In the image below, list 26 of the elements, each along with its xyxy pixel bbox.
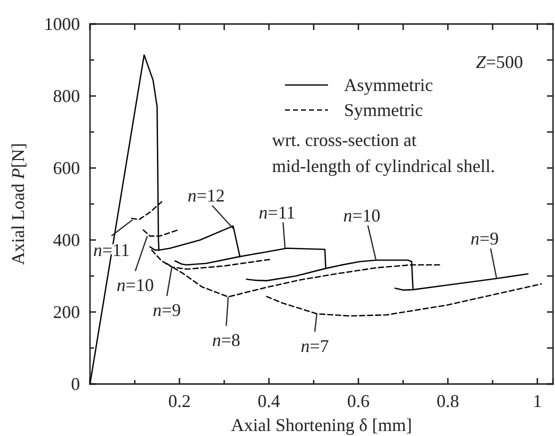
- y-axis-title: Axial Load P[N]: [8, 143, 28, 265]
- annotation: n=11: [258, 202, 296, 222]
- annotation: n=10: [116, 275, 154, 296]
- x-axis-title: Axial Shortening δ [mm]: [231, 415, 412, 435]
- legend-label: Symmetric: [344, 100, 423, 120]
- annotation: Z=500: [476, 52, 523, 72]
- annotation: n=9: [470, 228, 499, 249]
- y-tick-label: 600: [53, 158, 80, 178]
- annotation: n=10: [343, 205, 380, 226]
- x-tick-label: 1: [532, 390, 542, 411]
- y-tick-label: 800: [53, 86, 80, 106]
- x-tick-label: 0.4: [258, 390, 280, 411]
- annotation: n=12: [188, 185, 225, 206]
- x-tick-label: 0.2: [168, 390, 191, 411]
- annotation: n=8: [212, 330, 240, 350]
- y-tick-label: 200: [53, 302, 80, 322]
- x-tick-label: 0.6: [347, 390, 370, 411]
- x-tick-label: 0.8: [436, 390, 460, 411]
- legend-label: Asymmetric: [344, 75, 433, 95]
- y-tick-label: 0: [71, 374, 80, 394]
- y-tick-label: 1000: [44, 14, 80, 34]
- y-tick-label: 400: [53, 230, 80, 250]
- annotation: n=9: [152, 300, 181, 320]
- annotation: wrt. cross-section at: [272, 130, 416, 150]
- annotation: n=7: [300, 336, 329, 356]
- annotation: mid-length of cylindrical shell.: [272, 156, 495, 176]
